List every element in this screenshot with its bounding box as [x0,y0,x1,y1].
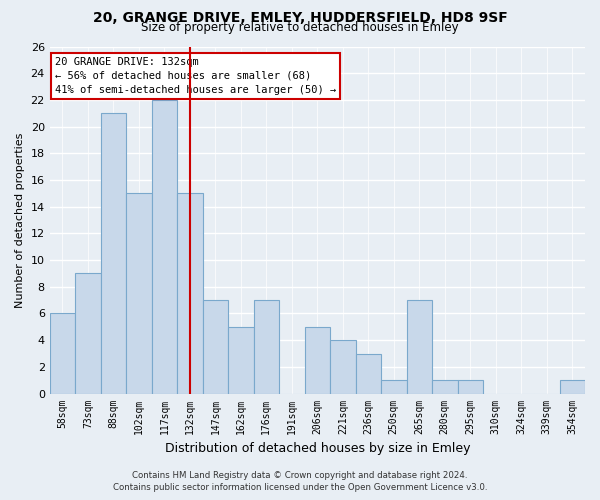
Text: 20, GRANGE DRIVE, EMLEY, HUDDERSFIELD, HD8 9SF: 20, GRANGE DRIVE, EMLEY, HUDDERSFIELD, H… [92,11,508,25]
Bar [228,327,254,394]
Bar [330,340,356,394]
Text: Contains HM Land Registry data © Crown copyright and database right 2024.
Contai: Contains HM Land Registry data © Crown c… [113,471,487,492]
Bar [432,380,458,394]
Bar [50,314,75,394]
Bar [75,274,101,394]
Bar [152,100,177,394]
X-axis label: Distribution of detached houses by size in Emley: Distribution of detached houses by size … [164,442,470,455]
Bar [305,327,330,394]
Y-axis label: Number of detached properties: Number of detached properties [15,132,25,308]
Bar [458,380,483,394]
Bar [356,354,381,394]
Text: Size of property relative to detached houses in Emley: Size of property relative to detached ho… [141,22,459,35]
Text: 20 GRANGE DRIVE: 132sqm
← 56% of detached houses are smaller (68)
41% of semi-de: 20 GRANGE DRIVE: 132sqm ← 56% of detache… [55,57,336,95]
Bar [203,300,228,394]
Bar [101,113,126,394]
Bar [177,194,203,394]
Bar [254,300,279,394]
Bar [407,300,432,394]
Bar [126,194,152,394]
Bar [560,380,585,394]
Bar [381,380,407,394]
